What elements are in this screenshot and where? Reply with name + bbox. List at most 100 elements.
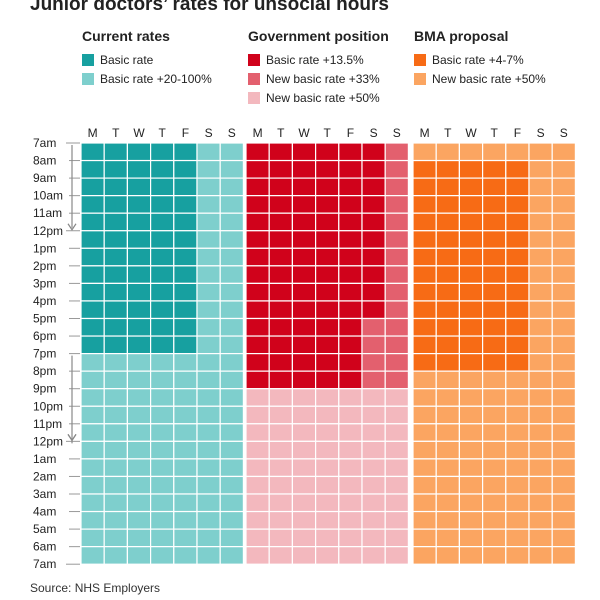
legend-label: Basic rate <box>100 52 154 67</box>
heatmap-cell <box>173 370 198 390</box>
heatmap-cell <box>528 300 553 320</box>
hour-label: 1pm <box>33 241 56 255</box>
heatmap-cell <box>80 335 105 355</box>
heatmap-cell <box>338 510 363 530</box>
heatmap-cell <box>482 475 507 495</box>
day-label: T <box>159 126 167 140</box>
heatmap-cell <box>384 475 410 495</box>
heatmap-cell <box>412 388 437 407</box>
heatmap-cell <box>173 265 198 285</box>
heatmap-cell <box>528 440 553 460</box>
heatmap-cell <box>80 142 105 162</box>
heatmap-cell <box>361 335 386 355</box>
heatmap-cell <box>80 230 105 249</box>
heatmap-cell <box>384 265 410 285</box>
heatmap-cell <box>505 510 530 530</box>
heatmap-cell <box>103 405 128 425</box>
heatmap-cell <box>412 353 437 372</box>
heatmap-cell <box>482 388 507 407</box>
legend-swatch <box>248 72 260 85</box>
heatmap-cell <box>315 405 340 425</box>
hour-label: 1am <box>33 452 56 466</box>
heatmap-cell <box>126 405 152 425</box>
heatmap-cell <box>338 493 363 513</box>
heatmap-cell <box>338 335 363 355</box>
heatmap-cell <box>80 440 105 460</box>
legend-label: Basic rate +13.5% <box>266 52 364 67</box>
heatmap-cell <box>219 493 244 513</box>
heatmap-cell <box>315 475 340 495</box>
heatmap-cell <box>245 195 270 214</box>
heatmap-cell <box>219 177 244 197</box>
heatmap-cell <box>150 510 175 530</box>
heatmap-cell <box>361 440 386 460</box>
heatmap-cell <box>435 440 461 460</box>
heatmap-cell <box>482 247 507 267</box>
heatmap-cell <box>528 405 553 425</box>
heatmap-cell <box>173 546 198 565</box>
heatmap-cell <box>458 265 484 285</box>
heatmap-cell <box>219 546 244 565</box>
heatmap-cell <box>551 458 577 478</box>
heatmap-cell <box>551 388 577 407</box>
heatmap-cell <box>551 317 577 337</box>
heatmap-cell <box>361 475 386 495</box>
heatmap-cell <box>458 177 484 197</box>
heatmap-cell <box>435 300 461 320</box>
heatmap-cell <box>103 458 128 478</box>
heatmap-cell <box>384 405 410 425</box>
hour-label: 11am <box>33 206 62 220</box>
heatmap-cell <box>80 317 105 337</box>
legend-heading: Current rates <box>82 28 170 44</box>
day-label: M <box>253 126 263 140</box>
heatmap-cell <box>458 300 484 320</box>
hour-label: 6pm <box>33 329 56 343</box>
heatmap-cell <box>150 353 175 372</box>
heatmap-cell <box>528 423 553 442</box>
heatmap-cell <box>361 159 386 179</box>
heatmap-cell <box>80 370 105 390</box>
heatmap-cell <box>412 177 437 197</box>
heatmap-cell <box>315 265 340 285</box>
legend-label: New basic rate +50% <box>432 71 546 86</box>
heatmap-cell <box>338 440 363 460</box>
heatmap-cell <box>245 230 270 249</box>
heatmap-cell <box>505 142 530 162</box>
heatmap-cell <box>291 493 317 513</box>
heatmap-cell <box>126 546 152 565</box>
heatmap-cell <box>126 212 152 232</box>
heatmap-cell <box>196 440 221 460</box>
heatmap-cell <box>150 335 175 355</box>
heatmap-cell <box>528 388 553 407</box>
heatmap-cell <box>551 370 577 390</box>
heatmap-cell <box>173 388 198 407</box>
heatmap-cell <box>150 388 175 407</box>
heatmap-cell <box>435 195 461 214</box>
day-label: F <box>347 126 354 140</box>
legend-swatch <box>82 53 94 66</box>
heatmap-cell <box>338 317 363 337</box>
heatmap-cell <box>315 195 340 214</box>
heatmap-cell <box>291 177 317 197</box>
heatmap-cell <box>80 177 105 197</box>
heatmap-cell <box>435 142 461 162</box>
heatmap-cell <box>338 300 363 320</box>
range-arrow-head <box>67 434 77 442</box>
heatmap-cell <box>315 230 340 249</box>
heatmap-cell <box>458 142 484 162</box>
hour-label: 3pm <box>33 276 56 290</box>
day-label: T <box>491 126 499 140</box>
heatmap-cell <box>482 265 507 285</box>
heatmap-cell <box>245 458 270 478</box>
day-label: W <box>133 126 145 140</box>
heatmap-cell <box>150 159 175 179</box>
heatmap-cell <box>196 546 221 565</box>
heatmap-cell <box>219 475 244 495</box>
heatmap-cell <box>482 370 507 390</box>
heatmap-cell <box>103 423 128 442</box>
heatmap-cell <box>173 440 198 460</box>
heatmap-cell <box>80 300 105 320</box>
heatmap-cell <box>528 458 553 478</box>
heatmap-cell <box>528 353 553 372</box>
heatmap-cell <box>196 247 221 267</box>
